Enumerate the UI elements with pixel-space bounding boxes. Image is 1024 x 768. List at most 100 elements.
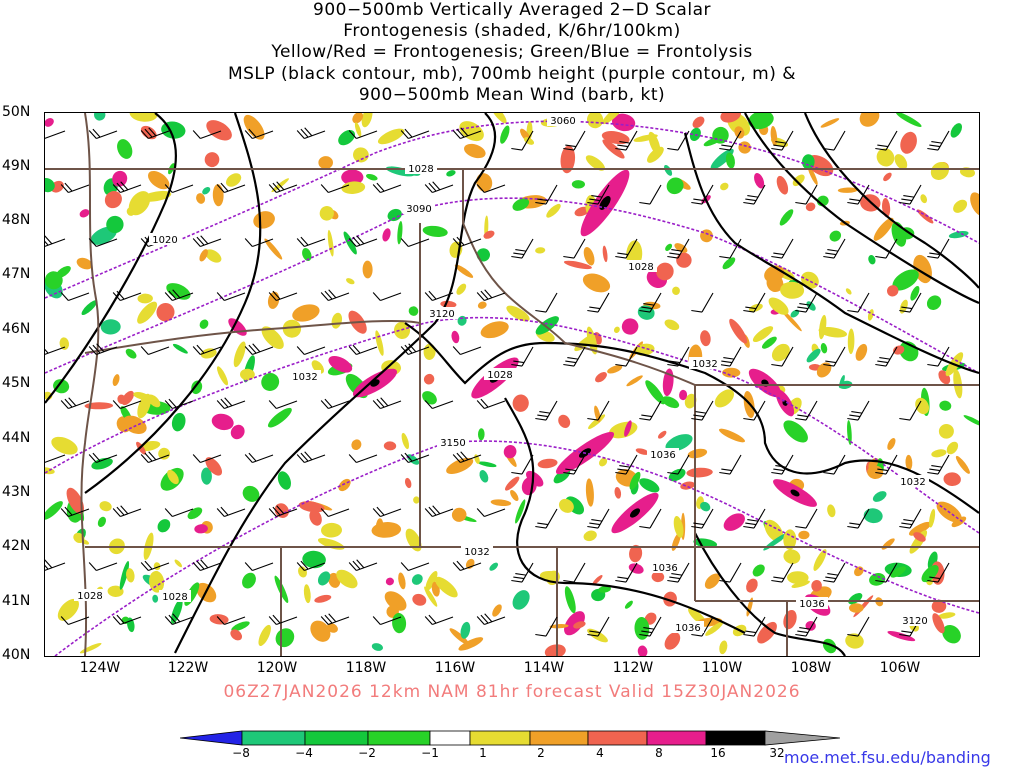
shade-blob — [434, 576, 458, 598]
wind-barb — [140, 346, 170, 356]
shade-blob — [264, 238, 283, 260]
wind-barb — [424, 505, 454, 518]
height-contour-3150 — [54, 440, 979, 656]
shade-blob — [673, 516, 684, 538]
shade-blob — [883, 172, 892, 182]
shade-blob — [868, 255, 876, 265]
svg-text:1036: 1036 — [652, 563, 677, 574]
colorbar-swatch — [705, 730, 766, 746]
shade-blob — [929, 508, 936, 528]
shade-blob — [401, 432, 410, 450]
border-id-mt — [462, 169, 696, 386]
colorbar-swatch — [529, 730, 589, 746]
colorbar-label: 16 — [710, 746, 726, 760]
wind-barb — [164, 289, 194, 302]
shade-blob — [573, 621, 586, 629]
wind-barb — [667, 238, 690, 259]
wind-barb — [823, 238, 846, 259]
shade-blob — [187, 507, 203, 520]
shade-blob — [746, 597, 753, 617]
wind-barb — [511, 238, 534, 259]
wind-barb — [587, 508, 610, 529]
wind-barb — [535, 508, 558, 529]
shade-blob — [558, 414, 571, 428]
svg-text:1032: 1032 — [464, 547, 489, 558]
wind-barb — [244, 452, 274, 464]
shade-blob — [668, 468, 686, 482]
svg-text:3120: 3120 — [902, 616, 927, 627]
title-line-1: 900−500mb Vertically Averaged 2−D Scalar — [313, 0, 711, 20]
mslp-contour-2 — [84, 113, 262, 494]
shade-blob — [705, 621, 723, 636]
shade-blob — [752, 564, 765, 577]
shade-blob — [371, 522, 402, 538]
lat-label: 50N — [2, 104, 31, 120]
shade-blob — [156, 303, 175, 322]
wind-barb — [112, 181, 142, 194]
shade-blob — [261, 373, 280, 391]
shade-blob — [704, 573, 720, 589]
shade-blob — [211, 413, 234, 431]
shade-blob — [202, 186, 211, 195]
wind-barb — [296, 560, 326, 572]
wind-barb — [424, 400, 454, 410]
lat-label: 47N — [2, 266, 31, 282]
wind-barb — [164, 184, 194, 194]
shade-blob — [583, 246, 595, 266]
shade-blob — [585, 155, 605, 171]
shade-blob — [754, 172, 765, 189]
wind-barb — [743, 292, 766, 313]
shade-blob — [734, 126, 745, 139]
title-line-4: MSLP (black contour, mb), 700mb height (… — [227, 64, 797, 84]
wind-barb — [88, 343, 118, 356]
wind-barb — [639, 184, 662, 205]
mslp-label: 1036 — [649, 561, 681, 574]
shade-blob — [582, 273, 611, 293]
shade-blob — [931, 449, 947, 458]
shade-blob — [822, 638, 837, 654]
shade-blob — [242, 485, 260, 502]
shade-blob — [503, 445, 517, 459]
wind-barb — [164, 613, 194, 626]
wind-barb — [511, 562, 534, 583]
shade-blob — [558, 498, 574, 513]
wind-barb — [452, 346, 482, 356]
shade-blob — [112, 170, 128, 187]
shade-blob — [768, 297, 789, 315]
shade-blob — [535, 247, 546, 254]
shade-blob — [602, 245, 608, 263]
wind-barb — [847, 400, 870, 421]
mslp-contour-9 — [694, 532, 846, 656]
mslp-contour-3 — [174, 113, 497, 654]
mslp-label: 1020 — [149, 233, 181, 246]
shade-blob — [592, 575, 603, 585]
shade-blob — [125, 348, 137, 359]
shade-blob — [230, 629, 243, 641]
shade-blob — [526, 470, 544, 487]
shade-blob — [905, 454, 913, 471]
wind-barb — [60, 616, 90, 626]
shade-blob — [783, 529, 797, 550]
wind-barb — [535, 400, 558, 421]
colorbar-swatch — [646, 730, 707, 746]
shade-blob — [574, 206, 590, 217]
wind-barb — [216, 506, 246, 518]
shade-blob — [806, 348, 821, 363]
wind-barb — [268, 505, 298, 518]
mslp-contour-6 — [683, 132, 979, 375]
shade-blob — [549, 624, 569, 629]
shade-blob — [783, 420, 808, 443]
colorbar — [180, 730, 840, 746]
shade-blob — [317, 538, 345, 550]
shade-blob — [79, 209, 90, 218]
shade-blob — [748, 113, 774, 130]
shade-blob — [128, 191, 151, 216]
shade-blob — [876, 148, 895, 167]
credit-link[interactable]: moe.met.fsu.edu/banding — [784, 748, 991, 767]
shade-blob — [172, 343, 188, 354]
shade-blob — [656, 262, 674, 281]
shade-blob — [148, 170, 170, 190]
shade-blob — [318, 156, 333, 170]
shade-blob — [651, 571, 665, 583]
wind-barb — [823, 562, 846, 583]
